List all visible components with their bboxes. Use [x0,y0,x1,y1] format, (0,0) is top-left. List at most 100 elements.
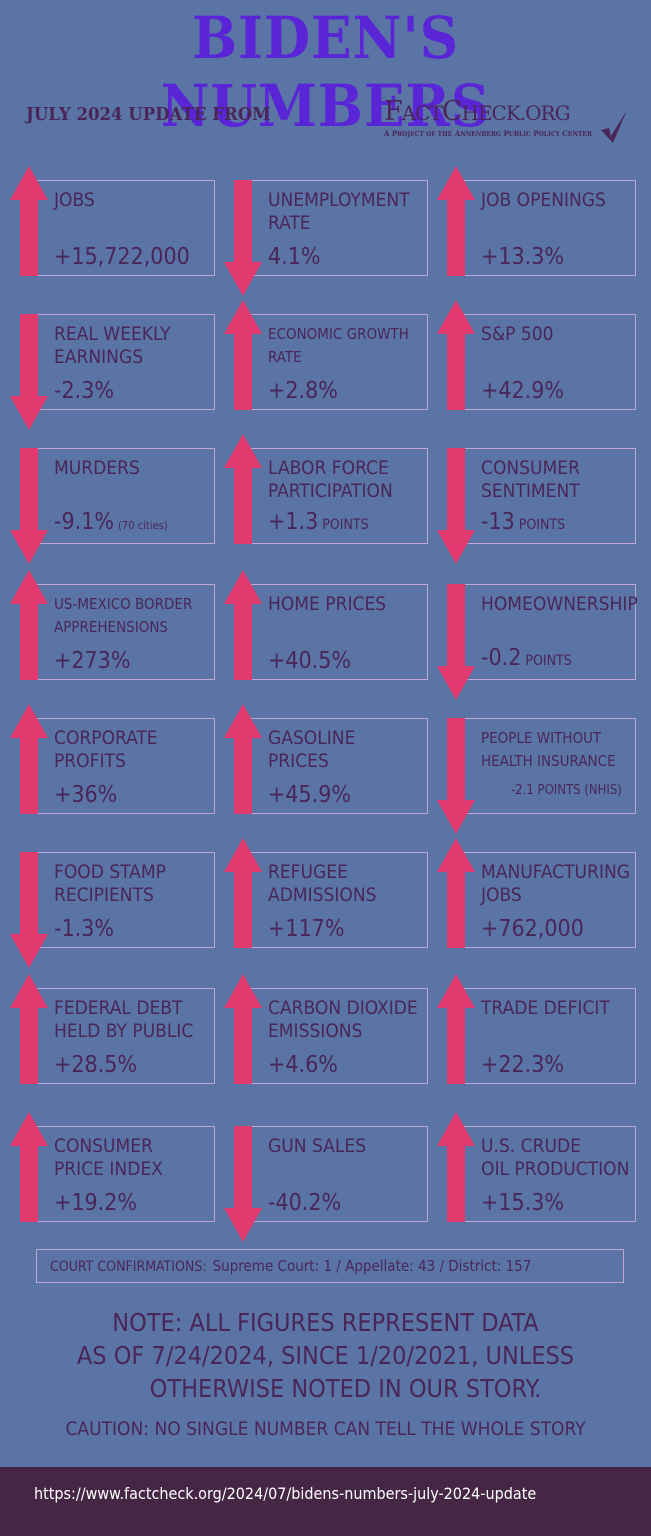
metric-label-line: PRICES [268,750,329,772]
metric-label: MANUFACTURING JOBS [481,861,630,907]
metric-label-line: EARNINGS [54,346,144,368]
note-line: AS OF 7/24/2024, SINCE 1/20/2021, UNLESS [76,1341,575,1370]
caution-text: CAUTION: NO SINGLE NUMBER CAN TELL THE W… [65,1418,586,1440]
metric-value: +45.9% [268,782,351,809]
metric-label-line: EMISSIONS [268,1020,363,1042]
arrow-up-icon [10,570,48,680]
metric-label-line: CONSUMER [54,1135,153,1157]
metric-label-line: HOMEOWNERSHIP [481,593,638,615]
metric-label-line: APPREHENSIONS [54,618,169,636]
metric-label-line: HOME PRICES [268,593,387,615]
metric-value-text: +1.3 [268,509,319,535]
note-line: OTHERWISE NOTED IN OUR STORY. [149,1374,542,1403]
metric-box: MURDERS -9.1% (70 cities) [25,448,215,544]
metric-label-line: REAL WEEKLY [54,323,171,345]
metric-value: +15.3% [481,1190,564,1217]
metric-value: +13.3% [481,244,564,271]
metric-label-line: FOOD STAMP [54,861,166,883]
metric-box: LABOR FORCE PARTICIPATION +1.3 POINTS [239,448,428,544]
metric-label-line: PROFITS [54,750,126,772]
metric-label: ECONOMIC GROWTH RATE [268,323,409,369]
arrow-down-icon [437,584,475,700]
metric-label: JOBS [54,189,95,212]
metric-box: HOMEOWNERSHIP -0.2 POINTS [452,584,638,680]
metric-value: -2.3% [54,378,114,405]
metric-box: CONSUMER PRICE INDEX +19.2% [25,1126,215,1222]
metric-label-line: RATE [268,348,302,366]
metric-value-text: +15,722,000 [54,244,190,270]
metric-label-line: SENTIMENT [481,480,580,502]
metric-label: S&P 500 [481,323,554,346]
metric-label-line: HEALTH INSURANCE [481,752,616,770]
metric-label-line: S&P 500 [481,323,554,345]
metric-value: -9.1% (70 cities) [54,509,168,539]
metric-unit: POINTS [322,517,369,533]
metric-value: +19.2% [54,1190,137,1217]
metric-label-line: JOBS [481,884,522,906]
metric-label-line: U.S. CRUDE [481,1135,581,1157]
metric-value-text: +273% [54,648,131,674]
arrow-up-icon [224,434,262,544]
arrow-up-icon [437,300,475,410]
metric-label-line: TRADE DEFICIT [481,997,610,1019]
metric-label-line: MURDERS [54,457,140,479]
arrow-down-icon [437,718,475,834]
metric-value: +762,000 [481,916,584,943]
arrow-up-icon [437,1112,475,1222]
metric-label: CONSUMER PRICE INDEX [54,1135,163,1181]
metric-box: MANUFACTURING JOBS +762,000 [452,852,636,948]
metric-value: +4.6% [268,1052,338,1079]
metric-value: +273% [54,648,131,675]
metric-label: HOME PRICES [268,593,386,616]
metric-box: CARBON DIOXIDE EMISSIONS +4.6% [239,988,428,1084]
metric-label-line: HELD BY PUBLIC [54,1020,194,1042]
note-line: NOTE: ALL FIGURES REPRESENT DATA [112,1308,539,1337]
arrow-down-icon [224,1126,262,1242]
footer-url[interactable]: https://www.factcheck.org/2024/07/bidens… [34,1484,537,1503]
metric-label-line: US-MEXICO BORDER [54,595,193,613]
arrow-up-icon [224,300,262,410]
metric-box: PEOPLE WITHOUT HEALTH INSURANCE -2.1 POINT… [452,718,636,814]
metric-box: TRADE DEFICIT +22.3% [452,988,636,1084]
metric-label-line: REFUGEE [268,861,348,883]
metric-box: FEDERAL DEBT HELD BY PUBLIC +28.5% [25,988,215,1084]
metric-value-text: -2.1 POINTS (NHIS) [511,783,622,798]
metric-value-text: -9.1% [54,509,115,535]
metric-label-line: RATE [268,212,311,234]
metric-box: US-MEXICO BORDER APPREHENSIONS +273% [25,584,215,680]
arrow-up-icon [224,974,262,1084]
metric-value: -1.3% [54,916,114,943]
metric-label: GASOLINE PRICES [268,727,355,773]
metric-box: CORPORATE PROFITS +36% [25,718,215,814]
metric-box: JOB OPENINGS +13.3% [452,180,636,276]
metric-value-text: +13.3% [481,244,565,270]
metric-value: +28.5% [54,1052,137,1079]
metric-label-line: MANUFACTURING [481,861,631,883]
metric-value: -2.1 POINTS (NHIS) [511,783,622,799]
metric-label: FEDERAL DEBT HELD BY PUBLIC [54,997,193,1043]
metric-value: -0.2 POINTS [481,645,572,675]
metric-value-text: 4.1% [268,244,321,270]
arrow-down-icon [10,852,48,968]
arrow-down-icon [224,180,262,296]
metric-value: +42.9% [481,378,564,405]
arrow-up-icon [437,166,475,276]
metric-value-text: +2.8% [268,378,338,404]
metric-box: ECONOMIC GROWTH RATE +2.8% [239,314,428,410]
metric-label: U.S. CRUDE OIL PRODUCTION [481,1135,629,1181]
metric-value-text: -1.3% [54,916,115,942]
metric-label-line: PEOPLE WITHOUT [481,729,602,747]
arrow-up-icon [10,1112,48,1222]
metric-label: JOB OPENINGS [481,189,606,212]
arrow-up-icon [10,974,48,1084]
metric-label-line: OIL PRODUCTION [481,1158,630,1180]
subtitle: JULY 2024 UPDATE FROM [26,104,271,125]
metric-label-line: ECONOMIC GROWTH [268,325,409,343]
court-label: COURT CONFIRMATIONS: [50,1259,207,1275]
page-title: BIDEN'S NUMBERS [160,4,491,140]
metric-box: CONSUMER SENTIMENT -13 POINTS [452,448,636,544]
metric-box: GUN SALES -40.2% [239,1126,428,1222]
metric-label: REFUGEE ADMISSIONS [268,861,376,907]
metric-label: UNEMPLOYMENT RATE [268,189,410,235]
metric-value: -13 POINTS [481,509,565,539]
